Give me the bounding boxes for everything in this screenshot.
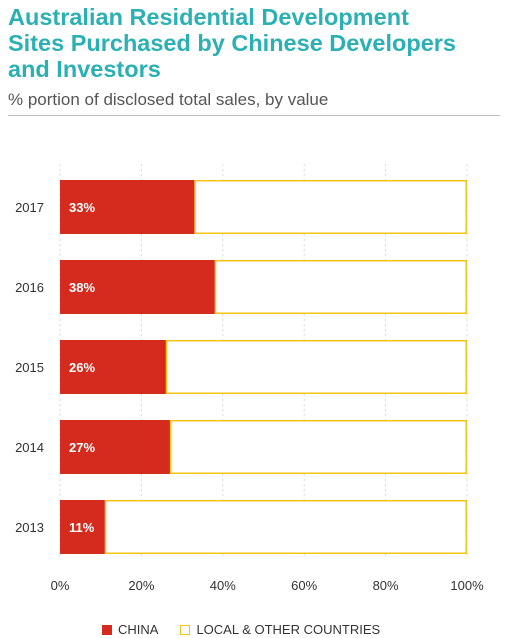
x-tick-label: 80% xyxy=(373,578,399,593)
legend-label-china: CHINA xyxy=(118,622,159,637)
legend-label-other: LOCAL & OTHER COUNTRIES xyxy=(196,622,381,637)
bar-china-2017 xyxy=(60,180,195,234)
bar-china-2014 xyxy=(60,420,170,474)
chart-title-line-3: and Investors xyxy=(8,56,161,82)
legend-item-other: LOCAL & OTHER COUNTRIES xyxy=(180,622,380,637)
chart-legend: CHINA LOCAL & OTHER COUNTRIES xyxy=(102,622,402,637)
bar-chart: 2017 33% 2016 38% 2015 26% 2014 27% 2013 11% 0% 20%… xyxy=(15,164,484,593)
data-label: 26% xyxy=(69,360,95,375)
category-label: 2015 xyxy=(15,360,44,375)
bar-other-2014 xyxy=(169,420,467,474)
category-label: 2016 xyxy=(15,280,44,295)
data-label: 38% xyxy=(69,280,95,295)
category-label: 2014 xyxy=(15,440,44,455)
x-tick-label: 40% xyxy=(210,578,236,593)
x-tick-label: 60% xyxy=(291,578,317,593)
category-label: 2017 xyxy=(15,200,44,215)
legend-swatch-china xyxy=(102,624,112,635)
data-label: 27% xyxy=(69,440,95,455)
data-label: 33% xyxy=(69,200,95,215)
chart-subtitle: % portion of disclosed total sales, by v… xyxy=(8,90,329,109)
bar-other-2015 xyxy=(165,340,467,394)
bar-china-2016 xyxy=(60,260,215,314)
data-label: 11% xyxy=(69,520,95,535)
title-divider xyxy=(8,115,500,116)
x-tick-label: 100% xyxy=(450,578,484,593)
bar-other-2016 xyxy=(214,260,467,314)
chart-title-line-1: Australian Residential Development xyxy=(8,4,409,30)
x-tick-label: 0% xyxy=(51,578,70,593)
legend-swatch-other xyxy=(180,624,191,635)
category-label: 2013 xyxy=(15,520,44,535)
chart-title: Australian Residential Development Sites… xyxy=(8,4,513,82)
bar-other-2017 xyxy=(194,180,467,234)
chart-title-line-2: Sites Purchased by Chinese Developers xyxy=(8,30,456,56)
bar-china-2013 xyxy=(60,500,105,554)
x-tick-label: 20% xyxy=(128,578,154,593)
bar-other-2013 xyxy=(104,500,468,554)
legend-item-china: CHINA xyxy=(102,622,158,637)
bar-china-2015 xyxy=(60,340,166,394)
